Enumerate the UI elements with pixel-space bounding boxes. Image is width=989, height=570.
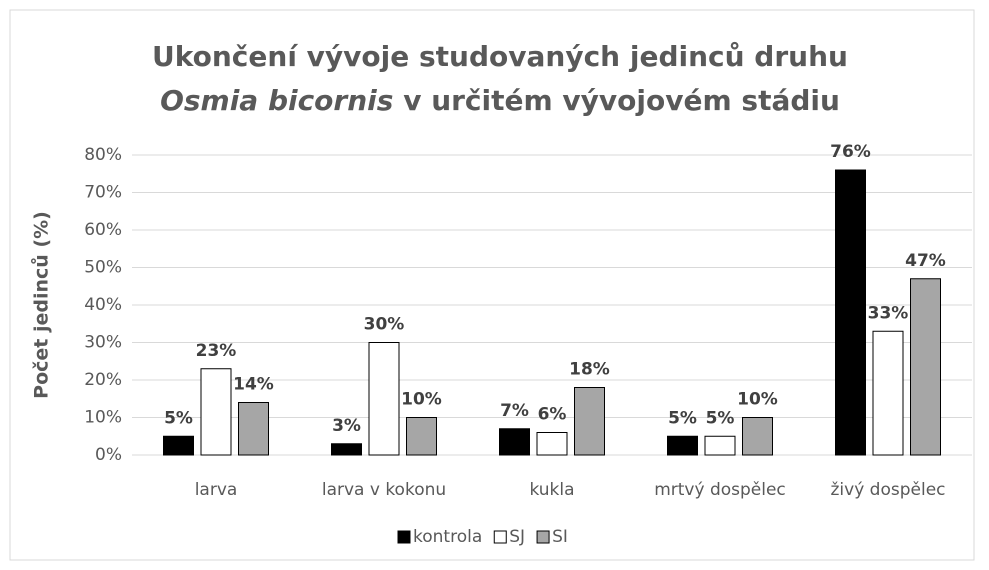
value-label: 10%	[737, 390, 778, 410]
bar	[238, 402, 269, 456]
bar	[835, 169, 866, 456]
value-label: 18%	[569, 360, 610, 380]
y-tick-label: 20%	[84, 370, 122, 390]
chart-title-line2: Osmia bicornis v určitém vývojovém stádi…	[160, 84, 840, 117]
bar	[667, 435, 698, 456]
legend-label: kontrola	[413, 527, 482, 547]
chart-title-rest: v určitém vývojovém stádiu	[403, 84, 840, 117]
x-tick-label: mrtvý dospělec	[654, 480, 786, 500]
y-tick-label: 0%	[95, 445, 122, 465]
bar	[368, 342, 400, 456]
chart-title-italic: Osmia bicornis	[160, 84, 393, 117]
bar	[163, 435, 194, 456]
bar	[742, 417, 773, 456]
value-label: 30%	[364, 315, 405, 335]
chart-title-line1: Ukončení vývoje studovaných jedinců druh…	[152, 40, 848, 73]
bar	[331, 443, 362, 456]
value-label: 5%	[706, 408, 735, 428]
chart-border	[9, 9, 975, 561]
y-tick-label: 30%	[84, 333, 122, 353]
y-tick-label: 80%	[84, 145, 122, 165]
value-label: 76%	[830, 142, 871, 162]
bar	[200, 368, 232, 456]
y-axis-label: Počet jedinců (%)	[30, 211, 53, 399]
legend-label: SI	[552, 527, 568, 547]
bar	[406, 417, 437, 456]
y-tick-label: 70%	[84, 183, 122, 203]
value-label: 5%	[668, 408, 697, 428]
bar	[499, 428, 530, 456]
value-label: 7%	[500, 401, 529, 421]
value-label: 10%	[401, 390, 442, 410]
legend-swatch	[397, 530, 411, 544]
value-label: 33%	[868, 303, 909, 323]
y-tick-label: 40%	[84, 295, 122, 315]
y-tick-label: 10%	[84, 408, 122, 428]
x-tick-label: kukla	[529, 480, 574, 500]
bar	[574, 387, 605, 456]
bar	[872, 330, 904, 456]
value-label: 23%	[196, 341, 237, 361]
bar	[536, 432, 568, 456]
legend-label: SJ	[509, 527, 525, 547]
legend-swatch	[536, 530, 550, 544]
value-label: 3%	[332, 416, 361, 436]
bar	[704, 435, 736, 456]
bar	[910, 278, 941, 456]
legend-swatch	[493, 530, 507, 544]
value-label: 5%	[164, 408, 193, 428]
y-tick-label: 60%	[84, 220, 122, 240]
y-tick-label: 50%	[84, 258, 122, 278]
value-label: 14%	[233, 375, 274, 395]
value-label: 6%	[538, 405, 567, 425]
x-tick-label: larva	[195, 480, 238, 500]
value-label: 47%	[905, 251, 946, 271]
x-tick-label: larva v kokonu	[322, 480, 446, 500]
x-tick-label: živý dospělec	[831, 480, 946, 500]
